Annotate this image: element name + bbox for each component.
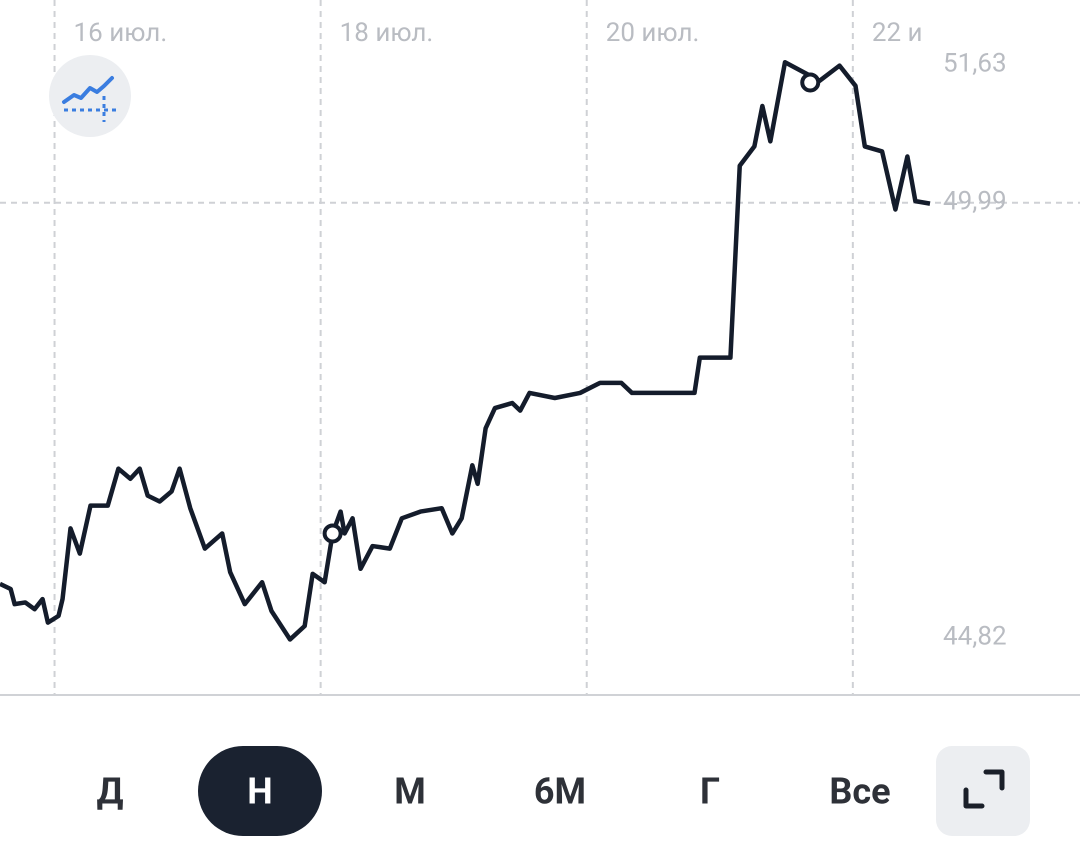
period-button[interactable]: Г (700, 771, 720, 813)
period-button[interactable]: Все (829, 771, 890, 813)
plot (0, 60, 931, 642)
y-tick-label: 51,63 (943, 49, 1007, 79)
indicator-button[interactable] (49, 55, 131, 137)
period-label: Д (97, 771, 124, 813)
period-button[interactable]: Д (97, 771, 124, 813)
period-label: Г (700, 771, 720, 813)
x-tick-label: 18 июл. (340, 18, 434, 48)
y-tick-label: 49,99 (943, 187, 1007, 217)
period-label: Н (247, 771, 272, 813)
event-marker (800, 72, 821, 93)
expand-button[interactable] (936, 746, 1030, 836)
period-label: 6М (534, 771, 586, 813)
period-button[interactable]: М (394, 771, 426, 813)
y-tick-label: 44,82 (943, 622, 1007, 652)
price-line (0, 60, 931, 642)
x-tick-label: 20 июл. (606, 18, 700, 48)
x-tick-label: 22 и (872, 18, 923, 48)
event-marker (322, 523, 343, 544)
period-label: Все (829, 771, 890, 813)
grid: 16 июл. 18 июл. 20 июл. 22 и 51,63 49,99 44,82 (0, 0, 1080, 695)
period-button[interactable]: Н (198, 746, 322, 836)
period-label: М (394, 771, 426, 813)
period-buttons: Д Н М 6М Г Все (97, 746, 891, 836)
period-button-bg (198, 746, 322, 836)
period-button[interactable]: 6М (534, 771, 586, 813)
x-tick-label: 16 июл. (74, 18, 168, 48)
